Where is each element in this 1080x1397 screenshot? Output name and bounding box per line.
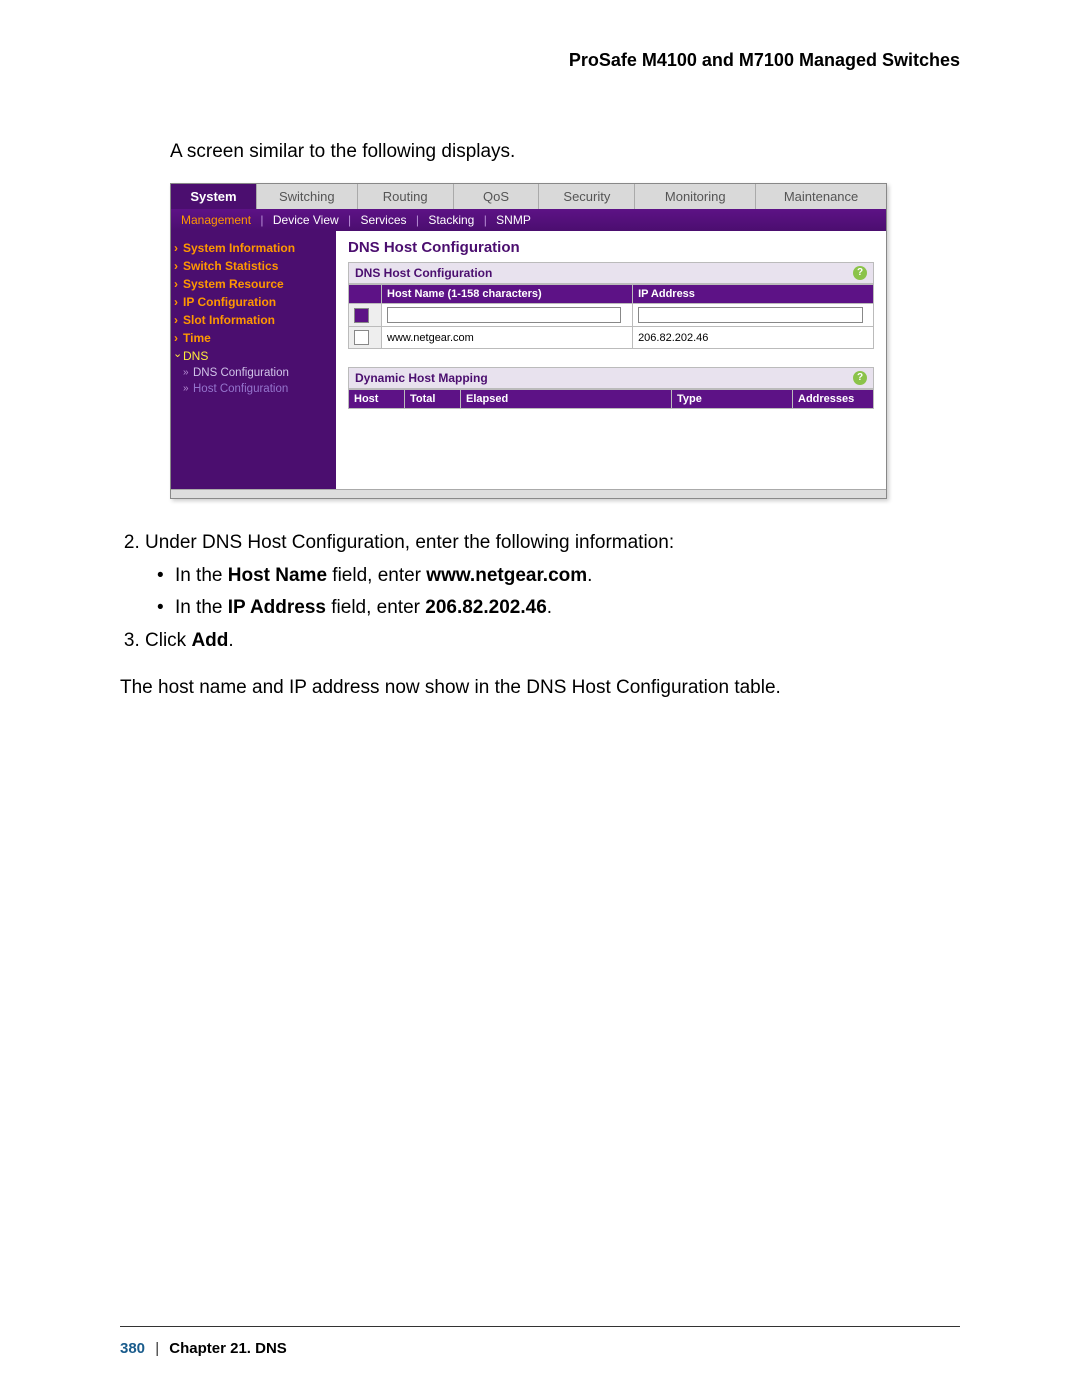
sidebar-item-switchstats[interactable]: Switch Statistics (171, 257, 336, 275)
tab-system[interactable]: System (171, 184, 257, 209)
bullet-ip: In the IP Address field, enter 206.82.20… (175, 594, 960, 623)
tab-maintenance[interactable]: Maintenance (756, 184, 886, 209)
dyn-col-elapsed: Elapsed (461, 390, 672, 409)
dyn-col-type: Type (672, 390, 793, 409)
sidebar-item-slotinfo[interactable]: Slot Information (171, 311, 336, 329)
chapter-label: Chapter 21. DNS (169, 1340, 287, 1357)
dynamic-host-table: Host Total Elapsed Type Addresses (348, 389, 874, 409)
panel-dns-host-config: DNS Host Configuration ? (348, 262, 874, 284)
step2-lead: Under DNS Host Configuration, enter the … (145, 532, 674, 553)
sub-tabs: Management | Device View | Services | St… (171, 209, 886, 231)
tab-switching[interactable]: Switching (257, 184, 358, 209)
page-number: 380 (120, 1340, 145, 1357)
subtab-services[interactable]: Services (360, 213, 406, 227)
tab-security[interactable]: Security (539, 184, 635, 209)
tab-monitoring[interactable]: Monitoring (635, 184, 756, 209)
dyn-col-total: Total (405, 390, 461, 409)
ipaddress-input[interactable] (638, 307, 862, 323)
dyn-col-host: Host (349, 390, 405, 409)
help-icon-2[interactable]: ? (853, 371, 867, 385)
main-tabs: System Switching Routing QoS Security Mo… (171, 184, 886, 209)
dyn-col-addresses: Addresses (793, 390, 874, 409)
subtab-deviceview[interactable]: Device View (273, 213, 339, 227)
footer-sep: | (155, 1340, 159, 1357)
col-checkbox (349, 285, 382, 304)
sidebar-item-sysinfo[interactable]: System Information (171, 239, 336, 257)
col-hostname: Host Name (1-158 characters) (382, 285, 633, 304)
checkbox-row1[interactable] (354, 330, 369, 345)
sidebar-item-ipconfig[interactable]: IP Configuration (171, 293, 336, 311)
cell-hostname: www.netgear.com (382, 327, 633, 349)
tab-routing[interactable]: Routing (358, 184, 454, 209)
step-2: Under DNS Host Configuration, enter the … (145, 529, 960, 623)
hostname-input[interactable] (387, 307, 621, 323)
sidebar-item-sysresource[interactable]: System Resource (171, 275, 336, 293)
doc-header: ProSafe M4100 and M7100 Managed Switches (120, 50, 960, 71)
bullet-hostname: In the Host Name field, enter www.netgea… (175, 562, 960, 591)
result-text: The host name and IP address now show in… (120, 674, 960, 703)
tab-qos[interactable]: QoS (454, 184, 540, 209)
intro-text: A screen similar to the following displa… (170, 141, 960, 163)
screenshot-figure: System Switching Routing QoS Security Mo… (170, 183, 887, 499)
dns-host-table: Host Name (1-158 characters) IP Address … (348, 284, 874, 349)
instructions: Under DNS Host Configuration, enter the … (120, 529, 960, 703)
sidebar-sub-hostconfig[interactable]: Host Configuration (171, 381, 336, 397)
step-3: Click Add. (145, 627, 960, 656)
footer-rule (120, 1326, 960, 1327)
subtab-management[interactable]: Management (181, 213, 251, 227)
content-area: DNS Host Configuration DNS Host Configur… (336, 231, 886, 489)
subtab-stacking[interactable]: Stacking (428, 213, 474, 227)
sidebar: System Information Switch Statistics Sys… (171, 231, 336, 489)
col-ipaddress: IP Address (633, 285, 874, 304)
cell-ip: 206.82.202.46 (633, 327, 874, 349)
sidebar-item-time[interactable]: Time (171, 329, 336, 347)
sidebar-sub-dnsconfig[interactable]: DNS Configuration (171, 365, 336, 381)
sidebar-item-dns[interactable]: DNS (171, 347, 336, 365)
page-footer: 380 | Chapter 21. DNS (120, 1340, 287, 1357)
panel2-label: Dynamic Host Mapping (355, 371, 488, 385)
bottom-bar (171, 489, 886, 498)
subtab-snmp[interactable]: SNMP (496, 213, 531, 227)
content-title: DNS Host Configuration (348, 239, 874, 256)
panel-dynamic-host: Dynamic Host Mapping ? (348, 367, 874, 389)
checkbox-all[interactable] (354, 308, 369, 323)
panel1-label: DNS Host Configuration (355, 266, 492, 280)
help-icon[interactable]: ? (853, 266, 867, 280)
